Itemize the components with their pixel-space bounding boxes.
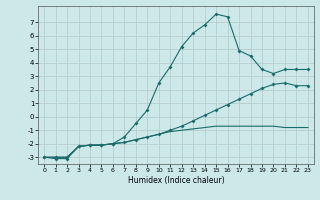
X-axis label: Humidex (Indice chaleur): Humidex (Indice chaleur) bbox=[128, 176, 224, 185]
